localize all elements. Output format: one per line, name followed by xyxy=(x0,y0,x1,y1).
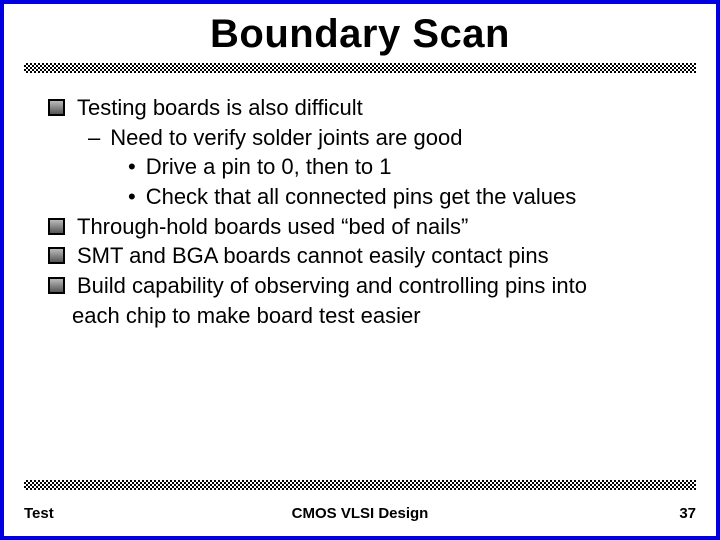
square-bullet-icon xyxy=(48,99,65,116)
bullet-item: SMT and BGA boards cannot easily contact… xyxy=(24,241,696,271)
square-bullet-icon xyxy=(48,277,65,294)
bullet-text: each chip to make board test easier xyxy=(72,301,421,331)
dot-bullet-icon: • xyxy=(128,182,136,212)
title-divider xyxy=(24,63,696,73)
bullet-item: Testing boards is also difficult xyxy=(24,93,696,123)
footer-divider xyxy=(24,480,696,490)
bullet-text: Check that all connected pins get the va… xyxy=(146,182,577,212)
bullet-continuation: each chip to make board test easier xyxy=(24,301,696,331)
bullet-item: Build capability of observing and contro… xyxy=(24,271,696,301)
bullet-text: Build capability of observing and contro… xyxy=(77,271,587,301)
dash-bullet-icon: – xyxy=(88,123,100,153)
bullet-text: SMT and BGA boards cannot easily contact… xyxy=(77,241,549,271)
footer-center: CMOS VLSI Design xyxy=(24,505,696,522)
bullet-text: Testing boards is also difficult xyxy=(77,93,363,123)
slide-body: Testing boards is also difficult – Need … xyxy=(24,93,696,331)
slide-footer: Test CMOS VLSI Design 37 xyxy=(24,505,696,522)
bullet-text: Drive a pin to 0, then to 1 xyxy=(146,152,392,182)
slide-title: Boundary Scan xyxy=(24,12,696,57)
bullet-item: – Need to verify solder joints are good xyxy=(24,123,696,153)
bullet-text: Need to verify solder joints are good xyxy=(110,123,462,153)
square-bullet-icon xyxy=(48,247,65,264)
dot-bullet-icon: • xyxy=(128,152,136,182)
slide-frame: Boundary Scan Testing boards is also dif… xyxy=(0,0,720,540)
bullet-item: • Check that all connected pins get the … xyxy=(24,182,696,212)
square-bullet-icon xyxy=(48,218,65,235)
bullet-item: • Drive a pin to 0, then to 1 xyxy=(24,152,696,182)
bullet-item: Through-hold boards used “bed of nails” xyxy=(24,212,696,242)
bullet-text: Through-hold boards used “bed of nails” xyxy=(77,212,468,242)
